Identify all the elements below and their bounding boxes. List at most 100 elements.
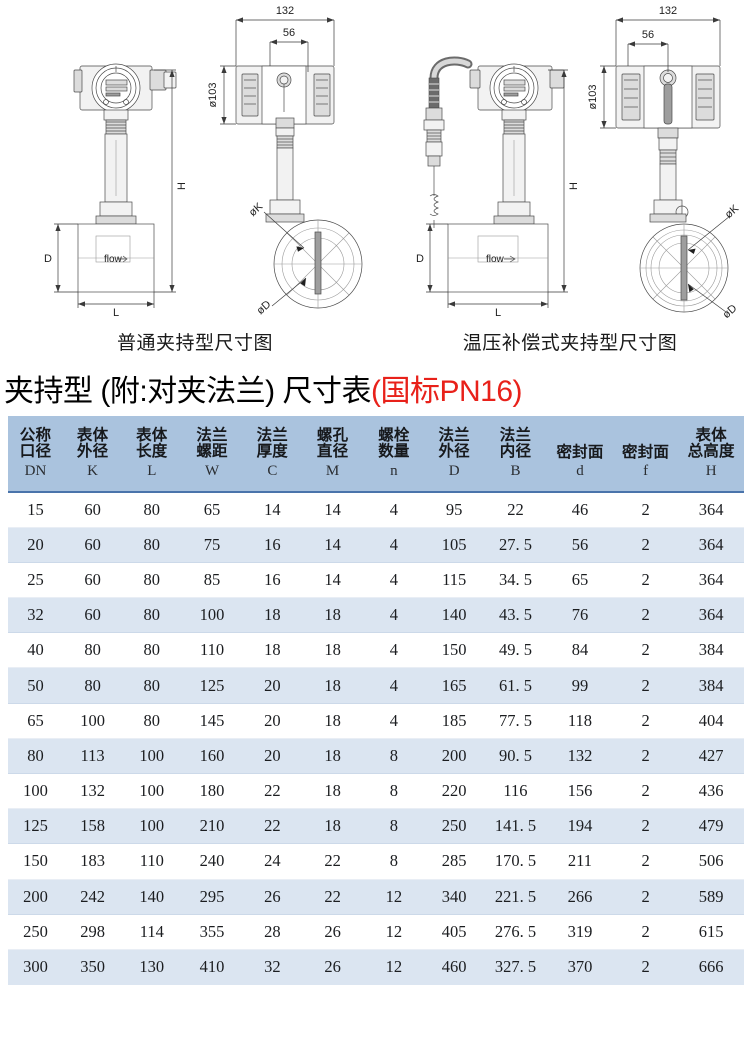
column-header-line1: 公称 [19, 426, 52, 444]
column-header-line1: 表体 [695, 426, 727, 444]
table-cell-D: 165 [424, 667, 484, 704]
table-cell-DN: 150 [8, 843, 63, 880]
column-header-M: 螺孔 直径 M [301, 416, 364, 493]
table-cell-C: 26 [242, 879, 302, 915]
table-cell-H: 666 [698, 957, 724, 977]
table-cell-d: 46 [547, 492, 613, 528]
table-header: 公称 口径 DN 表体 外径 K 表体 长度 L 法兰 螺距 W 法兰 厚度 C 螺孔 直径 M 螺栓 数量 n 法兰 外径… [8, 416, 744, 493]
table-cell-H: 384 [678, 667, 744, 704]
table-row: 250 298 114 355 28 26 12 405 276. 5 319 2 615 [8, 914, 744, 950]
table-cell-K: 60 [62, 597, 123, 634]
table-cell-M: 18 [301, 597, 364, 634]
table-cell-D: 460 [441, 957, 467, 977]
table-row: 80 113 100 160 20 18 8 200 90. 5 132 2 427 [8, 738, 744, 775]
table-cell-H: 364 [678, 597, 744, 634]
table-cell-D: 340 [424, 879, 484, 915]
table-cell-D: 140 [424, 597, 484, 634]
table-cell-W: 180 [181, 773, 243, 810]
dim-label-K: øK [723, 202, 742, 221]
svg-text:flow: flow [486, 254, 505, 265]
table-cell-C: 18 [242, 632, 302, 669]
table-cell-n: 4 [363, 562, 425, 599]
table-cell-DN: 125 [8, 808, 63, 845]
column-header-line1: 法兰 [499, 426, 532, 444]
table-cell-C: 32 [264, 957, 281, 977]
column-header-W: 法兰 螺距 W [181, 416, 243, 493]
table-cell-H: 615 [678, 914, 744, 950]
table-cell-f: 2 [612, 527, 679, 563]
table-cell-d: 76 [547, 597, 613, 634]
table-cell-K: 60 [62, 527, 123, 563]
table-cell-L: 80 [122, 667, 182, 704]
table-cell-M: 22 [301, 879, 364, 915]
table-cell-n: 4 [363, 703, 425, 739]
table-cell-M: 18 [301, 773, 364, 810]
table-cell-f: 2 [612, 597, 679, 634]
column-header-line2: 数量 [378, 443, 410, 461]
column-header-d: 密封面 d [547, 416, 613, 493]
table-cell-H: 479 [678, 808, 744, 845]
table-cell-f: 2 [612, 914, 679, 950]
caption-standard-clamp: 普通夹持型尺寸图 [116, 332, 273, 354]
column-header-line2: 长度 [136, 443, 168, 461]
table-cell-H: 364 [678, 527, 744, 563]
table-cell-B: 77. 5 [483, 703, 548, 739]
table-row: 300 350 130 410 32 26 12 460 327. 5 370 2 666 [8, 949, 744, 985]
front-view-right: flow [423, 56, 565, 293]
table-cell-d: 370 [567, 957, 593, 977]
column-header-symbol: C [267, 463, 278, 480]
table-cell-f: 2 [612, 773, 679, 810]
table-cell-W: 410 [199, 957, 225, 977]
dimension-L-left: L [77, 292, 155, 318]
table-cell-W: 210 [181, 808, 243, 845]
column-header-symbol: H [705, 463, 717, 480]
table-cell-H: 436 [678, 773, 744, 810]
table-cell-B: 22 [483, 492, 548, 528]
column-header-symbol: W [204, 463, 220, 480]
table-cell-M: 26 [324, 957, 341, 977]
dim-label-D: D [44, 253, 52, 265]
table-cell-C: 24 [242, 843, 302, 880]
table-cell-K: 132 [62, 773, 123, 810]
table-cell-d: 266 [547, 879, 613, 915]
table-cell-M: 22 [301, 843, 364, 880]
column-header-n: 螺栓 数量 n [363, 416, 425, 493]
table-cell-B: 34. 5 [483, 562, 548, 599]
table-cell-H: 589 [678, 879, 744, 915]
table-cell-H: 404 [678, 703, 744, 739]
table-cell-W: 355 [181, 914, 243, 950]
side-view-left [235, 65, 363, 309]
table-row: 15 60 80 65 14 14 4 95 22 46 2 364 [8, 492, 744, 528]
table-cell-n: 4 [363, 597, 425, 634]
table-cell-B: 27. 5 [483, 527, 548, 563]
dimension-table: 公称 口径 DN 表体 外径 K 表体 长度 L 法兰 螺距 W 法兰 厚度 C 螺孔 直径 M 螺栓 数量 n 法兰 外径… [8, 416, 744, 985]
table-cell-W: 125 [181, 667, 243, 704]
column-header-line1: 表体 [76, 426, 109, 444]
dimension-table-wrapper: 公称 口径 DN 表体 外径 K 表体 长度 L 法兰 螺距 W 法兰 厚度 C 螺孔 直径 M 螺栓 数量 n 法兰 外径… [0, 416, 750, 985]
dim-label-bore: øD [255, 298, 274, 317]
dim-label-D: D [416, 253, 424, 265]
table-cell-n: 12 [363, 914, 425, 950]
table-cell-D: 95 [424, 492, 484, 528]
svg-text:flow: flow [104, 254, 123, 265]
table-cell-B: 49. 5 [483, 632, 548, 669]
table-cell-H: 384 [678, 632, 744, 669]
table-cell-L: 114 [122, 914, 182, 950]
column-header-line1: 螺栓 [378, 426, 410, 444]
dimension-diameter-right: ø103 [587, 65, 616, 129]
table-cell-H: 364 [678, 492, 744, 528]
table-cell-W: 65 [181, 492, 243, 528]
dim-label-diameter: ø103 [207, 82, 219, 107]
table-cell-D: 250 [424, 808, 484, 845]
column-header-symbol: d [576, 463, 584, 480]
table-header-row: 公称 口径 DN 表体 外径 K 表体 长度 L 法兰 螺距 W 法兰 厚度 C 螺孔 直径 M 螺栓 数量 n 法兰 外径… [8, 416, 744, 493]
table-cell-W: 160 [181, 738, 243, 775]
column-header-H: 表体 总高度 H [678, 416, 744, 493]
table-cell-n: 8 [363, 843, 425, 880]
table-cell-K: 158 [62, 808, 123, 845]
table-row: 150 183 110 240 24 22 8 285 170. 5 211 2 506 [8, 843, 744, 880]
caption-compensated-clamp: 温压补偿式夹持型尺寸图 [462, 332, 678, 354]
table-cell-K: 80 [62, 667, 123, 704]
table-cell-W: 85 [181, 562, 243, 599]
